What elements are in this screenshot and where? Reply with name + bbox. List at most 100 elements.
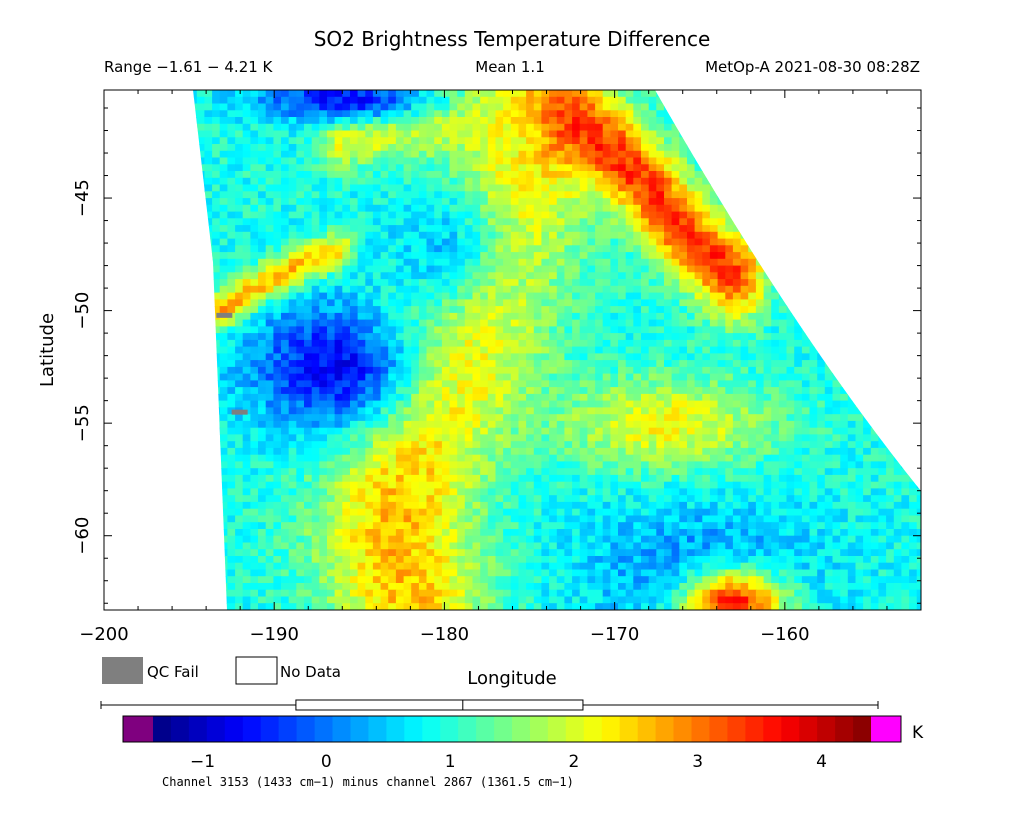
heatmap-cell <box>687 231 696 240</box>
heatmap-cell <box>648 191 657 199</box>
heatmap-cell <box>480 137 489 145</box>
heatmap-cell <box>503 171 512 179</box>
heatmap-cell <box>725 90 734 98</box>
heatmap-cell <box>235 117 244 125</box>
heatmap-cell <box>847 164 857 172</box>
heatmap-cell <box>901 393 910 402</box>
heatmap-cell <box>319 204 328 213</box>
heatmap-cell <box>227 306 236 314</box>
heatmap-cell <box>334 306 343 314</box>
heatmap-cell <box>304 177 313 186</box>
heatmap-cell <box>327 420 336 429</box>
heatmap-cell <box>725 103 734 111</box>
heatmap-cell <box>204 231 213 240</box>
heatmap-cell <box>717 265 726 273</box>
heatmap-cell <box>388 225 397 233</box>
heatmap-cell <box>319 171 328 179</box>
heatmap-cell <box>227 238 236 246</box>
heatmap-cell <box>671 353 680 361</box>
heatmap-cell <box>717 177 726 186</box>
heatmap-cell <box>487 407 497 415</box>
heatmap-cell <box>817 333 826 341</box>
heatmap-cell <box>510 144 520 152</box>
heatmap-cell <box>196 373 206 381</box>
heatmap-cell <box>725 218 734 226</box>
heatmap-cell <box>870 434 880 442</box>
heatmap-cell <box>350 164 359 172</box>
heatmap-cell <box>487 123 497 132</box>
heatmap-cell <box>281 117 290 125</box>
heatmap-cell <box>365 366 374 375</box>
heatmap-cell <box>641 407 650 415</box>
heatmap-cell <box>380 144 389 152</box>
heatmap-cell <box>717 393 726 402</box>
heatmap-cell <box>817 414 826 422</box>
heatmap-cell <box>219 407 228 415</box>
heatmap-cell <box>342 326 351 334</box>
heatmap-cell <box>863 123 872 132</box>
heatmap-cell <box>319 393 328 402</box>
heatmap-cell <box>886 319 895 327</box>
heatmap-cell <box>258 333 267 341</box>
heatmap-cell <box>319 184 328 192</box>
heatmap-cell <box>847 191 857 199</box>
heatmap-cell <box>281 373 290 381</box>
heatmap-cell <box>732 252 742 260</box>
heatmap-cell <box>204 380 213 388</box>
heatmap-cell <box>296 231 305 240</box>
heatmap-cell <box>457 272 466 280</box>
heatmap-cell <box>771 164 780 172</box>
heatmap-cell <box>304 144 313 152</box>
heatmap-cell <box>350 306 359 314</box>
heatmap-cell <box>610 420 619 429</box>
heatmap-cell <box>242 198 251 206</box>
heatmap-cell <box>327 414 336 422</box>
heatmap-cell <box>258 279 267 287</box>
heatmap-cell <box>480 427 489 436</box>
heatmap-cell <box>625 258 634 267</box>
heatmap-cell <box>311 137 320 145</box>
heatmap-cell <box>395 407 405 415</box>
heatmap-cell <box>395 123 405 132</box>
heatmap-cell <box>193 441 198 449</box>
heatmap-cell <box>204 150 213 159</box>
heatmap-cell <box>656 164 665 172</box>
heatmap-cell <box>771 231 780 240</box>
heatmap-cell <box>909 164 918 172</box>
heatmap-cell <box>258 150 267 159</box>
heatmap-cell <box>418 434 428 442</box>
heatmap-cell <box>740 366 749 375</box>
heatmap-cell <box>296 326 305 334</box>
heatmap-cell <box>296 380 305 388</box>
heatmap-cell <box>641 400 650 408</box>
heatmap-cell <box>909 90 918 98</box>
heatmap-cell <box>434 353 443 361</box>
heatmap-cell <box>656 177 665 186</box>
heatmap-cell <box>587 333 596 341</box>
heatmap-cell <box>342 360 351 368</box>
heatmap-cell <box>196 312 206 321</box>
heatmap-cell <box>709 191 719 199</box>
heatmap-cell <box>909 231 918 240</box>
heatmap-cell <box>388 150 397 159</box>
heatmap-cell <box>909 198 918 206</box>
heatmap-cell <box>357 144 366 152</box>
heatmap-cell <box>434 191 443 199</box>
heatmap-cell <box>219 279 228 287</box>
heatmap-cell <box>847 400 857 408</box>
heatmap-cell <box>193 326 198 334</box>
heatmap-cell <box>702 326 711 334</box>
heatmap-cell <box>265 346 274 354</box>
heatmap-cell <box>648 123 657 132</box>
heatmap-cell <box>357 434 366 442</box>
heatmap-cell <box>572 177 581 186</box>
heatmap-cell <box>610 333 619 341</box>
heatmap-cell <box>434 144 443 152</box>
heatmap-cell <box>794 245 803 253</box>
heatmap-cell <box>893 211 903 219</box>
heatmap-cell <box>755 177 765 186</box>
heatmap-cell <box>732 360 742 368</box>
heatmap-cell <box>587 366 596 375</box>
heatmap-cell <box>395 198 405 206</box>
heatmap-cell <box>319 238 328 246</box>
